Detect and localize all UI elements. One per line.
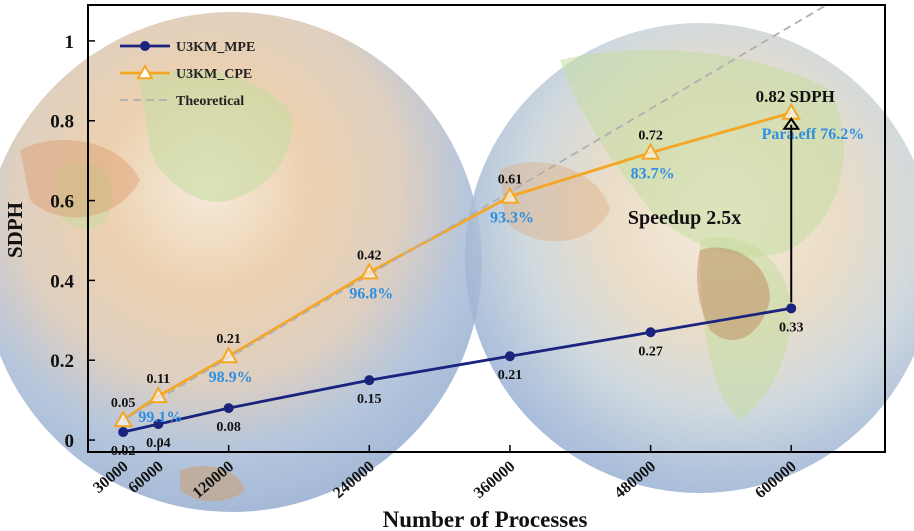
cpe-point [113,410,133,428]
cpe-point [148,386,169,404]
legend-label-u3km-mpe: U3KM_MPE [176,40,255,55]
speedup-arrow-head [782,117,801,130]
legend-label-theoretical: Theoretical [176,94,244,109]
mpe-point [153,419,164,430]
cpe-value-label: 0.72 [638,129,663,144]
mpe-value-label: 0.21 [498,368,523,383]
peak-sdph-label: 0.82 SDPH [756,87,835,106]
globe-background-right [465,23,914,493]
efficiency-label: Para.eff 76.2% [762,126,865,143]
legend: U3KM_MPE U3KM_CPE Theoretical [120,40,255,109]
mpe-value-label: 0.04 [146,436,171,451]
mpe-point [504,351,515,362]
cpe-point [500,186,520,204]
legend-marker-circle [140,41,150,51]
globe-background-left [0,12,482,512]
mpe-value-label: 0.02 [111,444,136,459]
mpe-point [118,427,129,438]
marks-layer [113,102,801,438]
y-axis-title: SDPH [3,202,27,258]
cpe-value-label: 0.42 [357,248,382,263]
efficiency-label: 96.8% [349,285,393,302]
cpe-value-label: 0.05 [111,396,136,411]
cpe-point [640,142,661,160]
legend-label-u3km-cpe: U3KM_CPE [176,67,252,82]
cpe-point [218,346,239,364]
mpe-value-label: 0.33 [779,320,804,335]
efficiency-label: 99.1% [138,409,182,426]
cpe-value-label: 0.21 [216,332,241,347]
x-axis-title: Number of Processes [383,507,588,531]
mpe-value-label: 0.27 [638,344,663,359]
legend-marker-triangle [136,63,154,80]
x-tick-label: 360000 [471,458,519,502]
mpe-point [645,327,656,338]
efficiency-label: 83.7% [631,166,675,183]
y-tick-label: 0 [65,431,75,452]
y-tick-label: 0.8 [50,112,74,133]
mpe-value-label: 0.15 [357,392,382,407]
label-layer: 0.02 0.04 0.08 0.15 0.21 0.27 0.33 0.05 0.11 0.21… [111,87,864,459]
plot-frame [87,4,886,453]
mpe-point [786,303,797,314]
y-tick-label: 1 [65,32,75,53]
cpe-point [359,262,380,280]
y-tick-label: 0.2 [50,351,74,372]
y-tick-label: 0.6 [50,192,74,213]
efficiency-label: 93.3% [490,210,534,227]
mpe-point [223,403,234,414]
mpe-point [364,375,375,386]
efficiency-label: 98.9% [209,369,253,386]
cpe-value-label: 0.11 [146,372,170,387]
mpe-value-label: 0.08 [216,420,241,435]
series-line-theoretical [122,5,827,421]
speedup-label: Speedup 2.5x [628,207,741,229]
y-tick-label: 0.4 [50,271,74,292]
cpe-value-label: 0.61 [498,173,523,188]
